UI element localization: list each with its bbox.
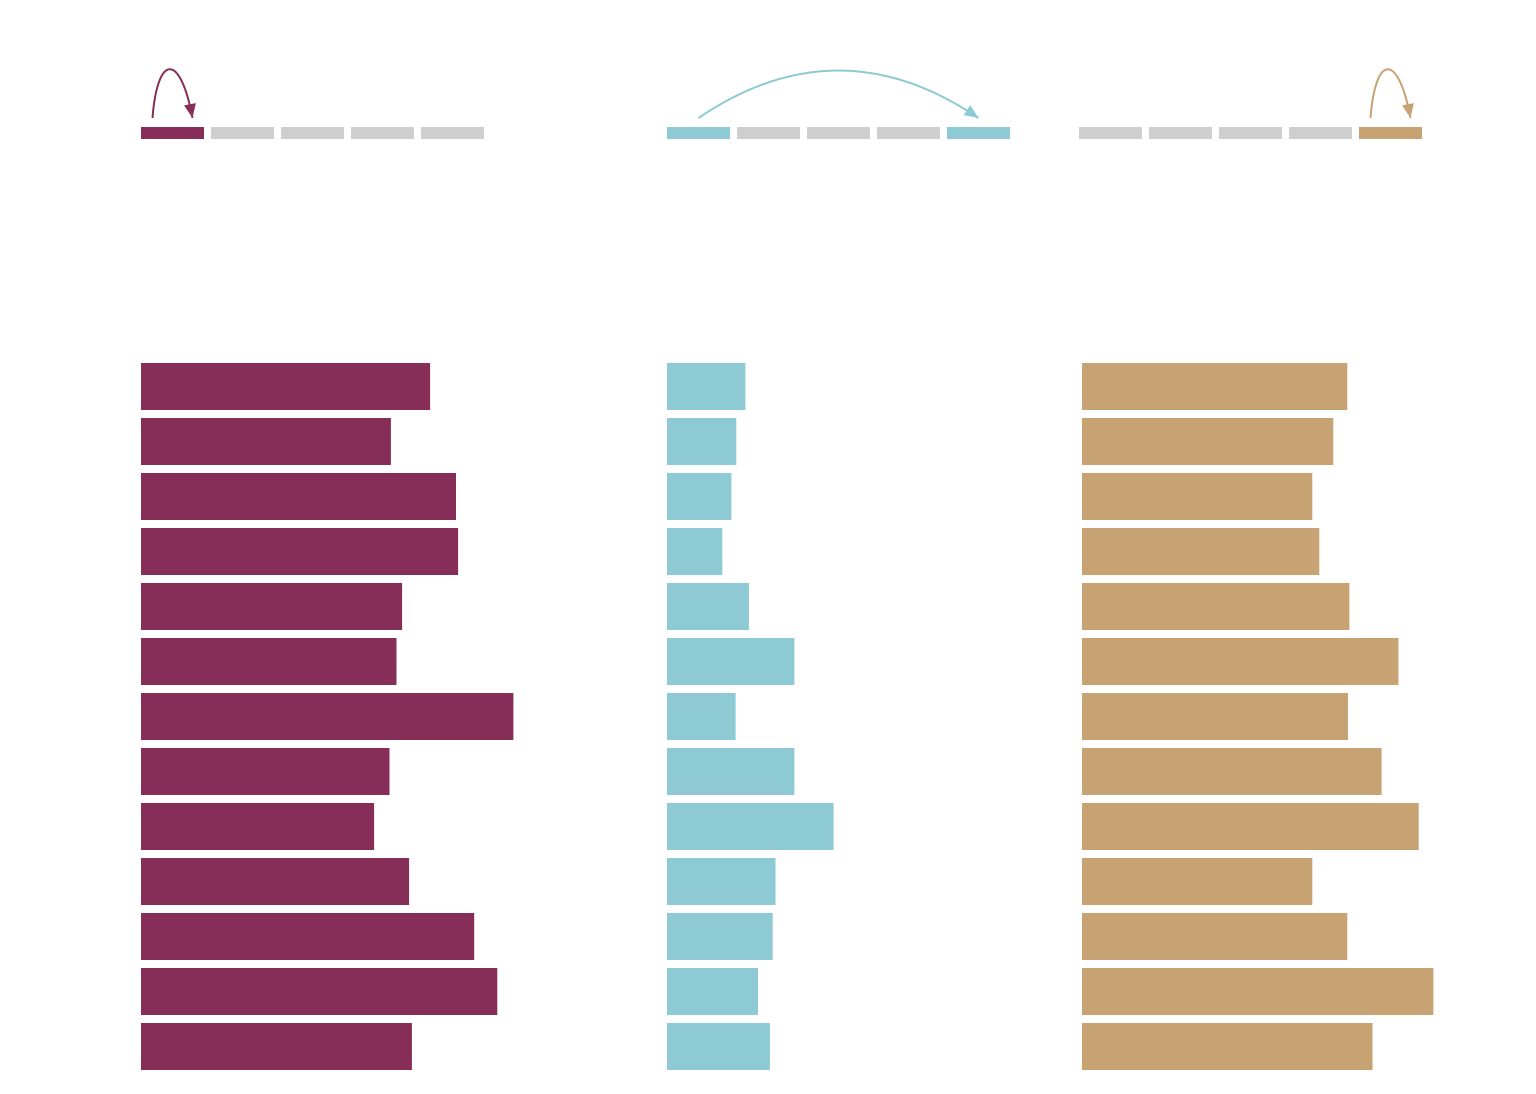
- bar: [1082, 1023, 1373, 1070]
- bar: [141, 693, 514, 740]
- bar: [1082, 693, 1348, 740]
- bar: [667, 1023, 770, 1070]
- bar: [667, 858, 776, 905]
- bar: [1082, 913, 1348, 960]
- bar: [667, 968, 758, 1015]
- bar: [141, 748, 390, 795]
- panel-middle: [667, 69, 1010, 1070]
- panel-right: [1079, 68, 1434, 1070]
- bar: [667, 748, 795, 795]
- bar: [141, 363, 431, 410]
- indicator-segment: [281, 127, 344, 139]
- bar: [667, 473, 732, 520]
- bar: [1082, 638, 1399, 685]
- indicator-segment: [351, 127, 414, 139]
- bar: [141, 418, 391, 465]
- bar: [667, 418, 737, 465]
- indicator-segment: [1149, 127, 1212, 139]
- indicator-segment: [737, 127, 800, 139]
- indicator-segment: [211, 127, 274, 139]
- bar: [141, 858, 410, 905]
- bar: [141, 638, 397, 685]
- bar: [1082, 528, 1320, 575]
- indicator-segment: [667, 127, 730, 139]
- bar: [1082, 748, 1382, 795]
- bar: [667, 528, 723, 575]
- bar: [667, 638, 795, 685]
- bar: [1082, 803, 1419, 850]
- bar: [667, 363, 746, 410]
- bar: [141, 913, 475, 960]
- bar: [1082, 418, 1334, 465]
- indicator-segment: [1289, 127, 1352, 139]
- transition-arc: [697, 69, 980, 119]
- indicator-segment: [947, 127, 1010, 139]
- bar: [1082, 968, 1434, 1015]
- bar: [1082, 473, 1313, 520]
- indicator-segment: [1079, 127, 1142, 139]
- transition-arc: [1369, 68, 1412, 119]
- panel-left: [141, 68, 514, 1070]
- bar: [1082, 583, 1350, 630]
- bar: [141, 803, 375, 850]
- indicator-segment: [1359, 127, 1422, 139]
- transition-arc: [151, 68, 194, 119]
- bar: [667, 693, 736, 740]
- bar: [1082, 858, 1313, 905]
- indicator-segment: [877, 127, 940, 139]
- indicator-segment: [807, 127, 870, 139]
- bar: [667, 583, 749, 630]
- bar: [141, 528, 459, 575]
- bar: [141, 968, 498, 1015]
- indicator-segment: [421, 127, 484, 139]
- arrowhead-icon: [1402, 103, 1414, 118]
- indicator-segment: [141, 127, 204, 139]
- bar: [141, 583, 403, 630]
- bar: [667, 803, 834, 850]
- bar: [141, 473, 456, 520]
- bar: [1082, 363, 1348, 410]
- indicator-segment: [1219, 127, 1282, 139]
- bar: [141, 1023, 412, 1070]
- bar: [667, 913, 773, 960]
- arrowhead-icon: [963, 105, 979, 118]
- arrowhead-icon: [184, 103, 196, 118]
